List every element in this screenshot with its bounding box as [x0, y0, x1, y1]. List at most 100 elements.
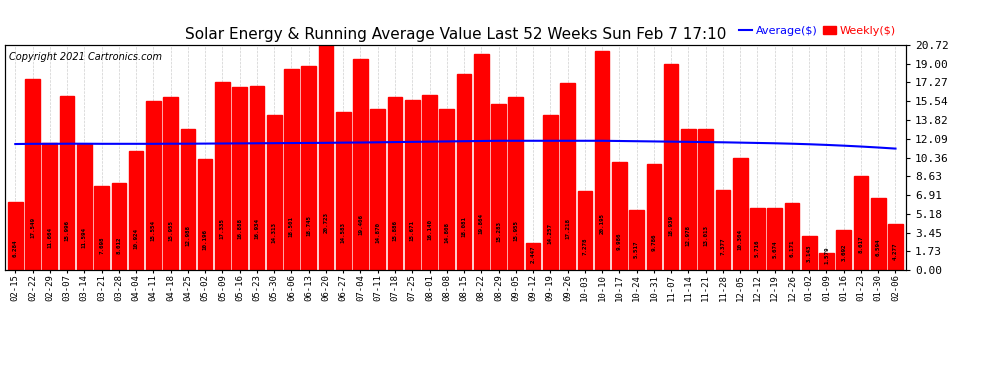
Bar: [785, 203, 799, 270]
Bar: [25, 80, 40, 270]
Bar: [491, 104, 506, 270]
Text: 7.698: 7.698: [99, 237, 104, 254]
Bar: [733, 158, 747, 270]
Bar: [284, 69, 299, 270]
Text: 3.143: 3.143: [807, 244, 812, 262]
Text: 17.218: 17.218: [565, 218, 570, 239]
Text: 8.617: 8.617: [858, 235, 863, 253]
Bar: [474, 54, 489, 270]
Text: 11.594: 11.594: [82, 227, 87, 248]
Text: 14.313: 14.313: [271, 222, 276, 243]
Bar: [163, 97, 178, 270]
Text: 6.284: 6.284: [13, 239, 18, 256]
Legend: Average($), Weekly($): Average($), Weekly($): [735, 21, 900, 40]
Bar: [336, 112, 350, 270]
Bar: [577, 191, 592, 270]
Text: 15.955: 15.955: [513, 220, 519, 241]
Bar: [698, 129, 713, 270]
Text: 12.988: 12.988: [185, 225, 190, 246]
Text: 9.986: 9.986: [617, 233, 622, 250]
Bar: [802, 236, 817, 270]
Text: 18.081: 18.081: [461, 216, 466, 237]
Bar: [837, 230, 851, 270]
Bar: [440, 109, 454, 270]
Text: 10.924: 10.924: [134, 228, 139, 249]
Text: 20.195: 20.195: [600, 213, 605, 234]
Bar: [819, 253, 834, 270]
Text: 17.549: 17.549: [30, 217, 35, 238]
Text: 17.335: 17.335: [220, 217, 225, 238]
Text: 5.674: 5.674: [772, 240, 777, 258]
Bar: [560, 83, 575, 270]
Bar: [750, 208, 764, 270]
Text: 1.579: 1.579: [824, 247, 829, 264]
Text: 19.406: 19.406: [358, 214, 363, 235]
Bar: [630, 210, 644, 270]
Text: 5.716: 5.716: [755, 240, 760, 257]
Bar: [853, 176, 868, 270]
Bar: [147, 101, 160, 270]
Text: 9.786: 9.786: [651, 233, 656, 251]
Text: 18.745: 18.745: [306, 215, 311, 236]
Text: 8.012: 8.012: [117, 236, 122, 254]
Text: 18.939: 18.939: [668, 215, 673, 236]
Bar: [215, 82, 230, 270]
Bar: [888, 224, 903, 270]
Bar: [543, 115, 557, 270]
Text: 6.171: 6.171: [789, 239, 794, 257]
Text: 3.692: 3.692: [842, 243, 846, 261]
Bar: [716, 190, 731, 270]
Text: 10.196: 10.196: [203, 229, 208, 250]
Text: 2.447: 2.447: [531, 245, 536, 263]
Bar: [8, 202, 23, 270]
Bar: [388, 98, 402, 270]
Text: 4.277: 4.277: [893, 242, 898, 260]
Bar: [509, 97, 523, 270]
Bar: [595, 51, 610, 270]
Text: 14.808: 14.808: [445, 222, 449, 243]
Text: 12.978: 12.978: [686, 225, 691, 246]
Bar: [664, 64, 678, 270]
Text: 14.257: 14.257: [547, 222, 552, 243]
Bar: [43, 143, 57, 270]
Text: 16.934: 16.934: [254, 218, 259, 239]
Bar: [405, 100, 420, 270]
Bar: [59, 96, 74, 270]
Title: Solar Energy & Running Average Value Last 52 Weeks Sun Feb 7 17:10: Solar Energy & Running Average Value Las…: [185, 27, 726, 42]
Text: 15.996: 15.996: [64, 220, 69, 241]
Bar: [319, 45, 334, 270]
Bar: [94, 186, 109, 270]
Text: 6.594: 6.594: [876, 238, 881, 256]
Text: 15.886: 15.886: [392, 220, 398, 241]
Bar: [526, 243, 541, 270]
Text: 14.870: 14.870: [375, 222, 380, 243]
Bar: [267, 115, 281, 270]
Bar: [353, 59, 368, 270]
Text: 14.583: 14.583: [341, 222, 346, 243]
Text: 18.501: 18.501: [289, 216, 294, 237]
Bar: [77, 144, 92, 270]
Bar: [422, 95, 437, 270]
Text: 16.888: 16.888: [238, 218, 243, 239]
Bar: [871, 198, 886, 270]
Text: 11.664: 11.664: [48, 227, 52, 248]
Bar: [456, 74, 471, 270]
Bar: [301, 66, 316, 270]
Bar: [249, 86, 264, 270]
Text: 19.864: 19.864: [479, 213, 484, 234]
Text: 7.278: 7.278: [582, 237, 587, 255]
Text: 15.671: 15.671: [410, 220, 415, 241]
Bar: [370, 108, 385, 270]
Text: 15.955: 15.955: [168, 220, 173, 241]
Text: 15.283: 15.283: [496, 221, 501, 242]
Bar: [129, 152, 144, 270]
Bar: [681, 129, 696, 270]
Text: 5.517: 5.517: [635, 240, 640, 258]
Text: 15.554: 15.554: [150, 220, 155, 242]
Bar: [180, 129, 195, 270]
Bar: [767, 209, 782, 270]
Text: Copyright 2021 Cartronics.com: Copyright 2021 Cartronics.com: [10, 52, 162, 62]
Bar: [198, 159, 213, 270]
Text: 13.013: 13.013: [703, 225, 708, 246]
Text: 7.377: 7.377: [721, 237, 726, 255]
